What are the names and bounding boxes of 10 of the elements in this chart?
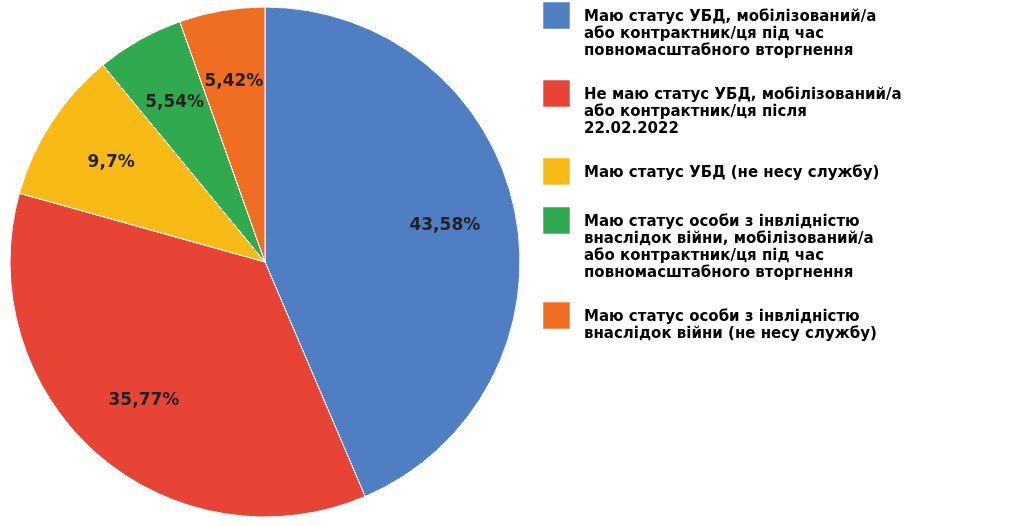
data-label: 5,42%	[204, 70, 264, 91]
data-label: 43,58%	[409, 214, 481, 235]
legend-label: Не маю статус УБД, мобілізований/а або контрактник/ця після 22.02.2022	[584, 84, 902, 137]
data-label: 9,7%	[87, 150, 135, 171]
data-label: 35,77%	[108, 389, 180, 410]
legend-label: Маю статус особи з інвлідністю внаслідок війни (не несу службу)	[584, 306, 877, 342]
data-label: 5,54%	[145, 91, 205, 112]
legend-label: Маю статус особи з інвлідністю внаслідок війни, мобілізований/а або контрактник/ця під час повномасштабного вторгнення	[584, 211, 874, 281]
legend-label: Маю статус УБД (не несу службу)	[584, 162, 880, 181]
legend-label: Маю статус УБД, мобілізований/а або контрактник/ця під час повномасштабного вторгнення	[584, 6, 877, 59]
